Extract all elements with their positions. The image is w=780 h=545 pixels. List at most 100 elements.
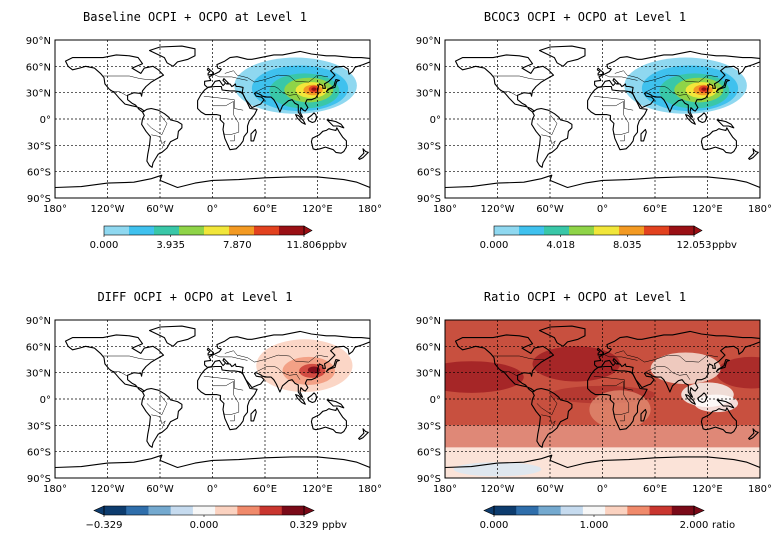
country-border bbox=[110, 370, 128, 377]
coastline bbox=[310, 407, 347, 434]
coastline bbox=[148, 325, 196, 347]
lon-tick-label: 60°W bbox=[146, 484, 174, 495]
coastline bbox=[358, 428, 369, 440]
country-border bbox=[541, 414, 556, 429]
coastline bbox=[197, 85, 258, 151]
colorbar-tick-label: 0.000 bbox=[480, 240, 509, 251]
coastline bbox=[454, 54, 555, 113]
country-border bbox=[212, 380, 240, 416]
coastline bbox=[700, 127, 737, 154]
coastline bbox=[295, 114, 306, 125]
coastline bbox=[204, 50, 370, 118]
lon-tick-label: 180° bbox=[43, 204, 67, 215]
lon-tick-label: 180° bbox=[358, 484, 382, 495]
coastline bbox=[531, 387, 573, 448]
field-patch bbox=[650, 352, 721, 385]
lon-tick-label: 0° bbox=[597, 484, 608, 495]
country-border bbox=[593, 375, 634, 391]
lon-tick-label: 180° bbox=[358, 204, 382, 215]
colorbar-segment bbox=[582, 506, 606, 515]
coastline bbox=[325, 78, 340, 93]
country-border bbox=[212, 100, 240, 136]
country-border bbox=[224, 350, 329, 363]
country-border bbox=[536, 394, 558, 416]
country-border bbox=[230, 134, 235, 142]
colorbar-segment bbox=[104, 226, 130, 235]
country-border bbox=[254, 86, 301, 100]
map-frame bbox=[444, 39, 761, 199]
borders bbox=[493, 350, 719, 429]
coastline bbox=[531, 107, 573, 168]
coastline bbox=[64, 334, 165, 393]
colorbar-segment bbox=[254, 226, 280, 235]
lon-tick-label: 180° bbox=[433, 484, 457, 495]
colorbar-segment bbox=[538, 506, 562, 515]
colorbar-segment bbox=[649, 506, 673, 515]
coastline bbox=[55, 174, 370, 198]
lon-tick-label: 60°W bbox=[536, 484, 564, 495]
colorbar-segment bbox=[516, 506, 539, 515]
colorbar-tick-label: 8.035 bbox=[613, 240, 642, 251]
panel-baseline: 90°N 60°N 30°N 0° 30°S 60°S 90°S 180° 120°W 60°W 0… bbox=[0, 0, 390, 265]
colorbar-unit-label: ppbv bbox=[712, 240, 737, 251]
country-border bbox=[493, 75, 544, 80]
lat-tick-label: 60°N bbox=[26, 62, 51, 73]
colorbar-segment bbox=[170, 506, 194, 515]
country-border bbox=[500, 370, 518, 377]
map-frame bbox=[54, 319, 371, 479]
field-patch bbox=[589, 390, 651, 429]
colorbar-segment bbox=[179, 226, 205, 235]
lat-tick-label: 0° bbox=[430, 115, 441, 126]
panel-ratio: 90°N 60°N 30°N 0° 30°S 60°S 90°S 180° 120°W 60°W 0… bbox=[390, 280, 780, 545]
lon-tick-label: 120°W bbox=[481, 204, 515, 215]
country-border bbox=[103, 355, 154, 360]
colorbar: −0.329 0.000 0.329 ppbv bbox=[85, 505, 347, 531]
colorbar-tick-label: 11.806 bbox=[287, 240, 322, 251]
panel-diff: 90°N 60°N 30°N 0° 30°S 60°S 90°S 180° 120°W 60°W 0… bbox=[0, 280, 390, 545]
coastline bbox=[206, 347, 214, 356]
lat-tick-label: 0° bbox=[40, 395, 51, 406]
coastline bbox=[197, 365, 258, 431]
country-border bbox=[254, 366, 301, 380]
coastline bbox=[700, 407, 737, 434]
colorbar-segment bbox=[671, 506, 695, 515]
colorbar-tick-label: 0.000 bbox=[480, 520, 509, 531]
coastline bbox=[204, 330, 370, 398]
country-border bbox=[203, 95, 244, 111]
field-patch bbox=[307, 366, 321, 374]
lat-tick-label: 60°S bbox=[27, 168, 51, 179]
coastline bbox=[55, 454, 370, 478]
colorbar-segment bbox=[229, 226, 255, 235]
map-frame bbox=[444, 319, 761, 479]
country-border bbox=[493, 355, 544, 360]
coastline bbox=[538, 45, 586, 67]
colorbar: 0.000 4.018 8.035 12.053 ppbv bbox=[480, 225, 737, 251]
colorbar-unit-label: ppbv bbox=[322, 240, 347, 251]
graticule bbox=[55, 40, 370, 198]
lon-tick-label: 0° bbox=[597, 204, 608, 215]
colorbar-segment bbox=[644, 226, 670, 235]
country-border bbox=[536, 114, 558, 136]
coastline bbox=[307, 112, 318, 124]
lon-tick-label: 0° bbox=[207, 484, 218, 495]
lon-tick-label: 60°E bbox=[643, 484, 667, 495]
coastline bbox=[454, 334, 555, 393]
colorbar-segment bbox=[494, 226, 520, 235]
country-border bbox=[103, 75, 154, 80]
lat-tick-label: 90°N bbox=[416, 36, 441, 47]
coastline bbox=[640, 408, 647, 422]
coastline bbox=[594, 50, 760, 118]
country-border bbox=[620, 134, 625, 142]
panel-title: Ratio OCPI + OCPO at Level 1 bbox=[483, 290, 687, 304]
country-border bbox=[215, 354, 248, 361]
lat-tick-label: 60°S bbox=[27, 448, 51, 459]
coastline bbox=[538, 325, 586, 347]
borders bbox=[493, 70, 719, 149]
coastline bbox=[326, 399, 345, 409]
colorbar-segment bbox=[215, 506, 238, 515]
coastlines bbox=[445, 325, 760, 478]
data-field bbox=[624, 57, 747, 114]
